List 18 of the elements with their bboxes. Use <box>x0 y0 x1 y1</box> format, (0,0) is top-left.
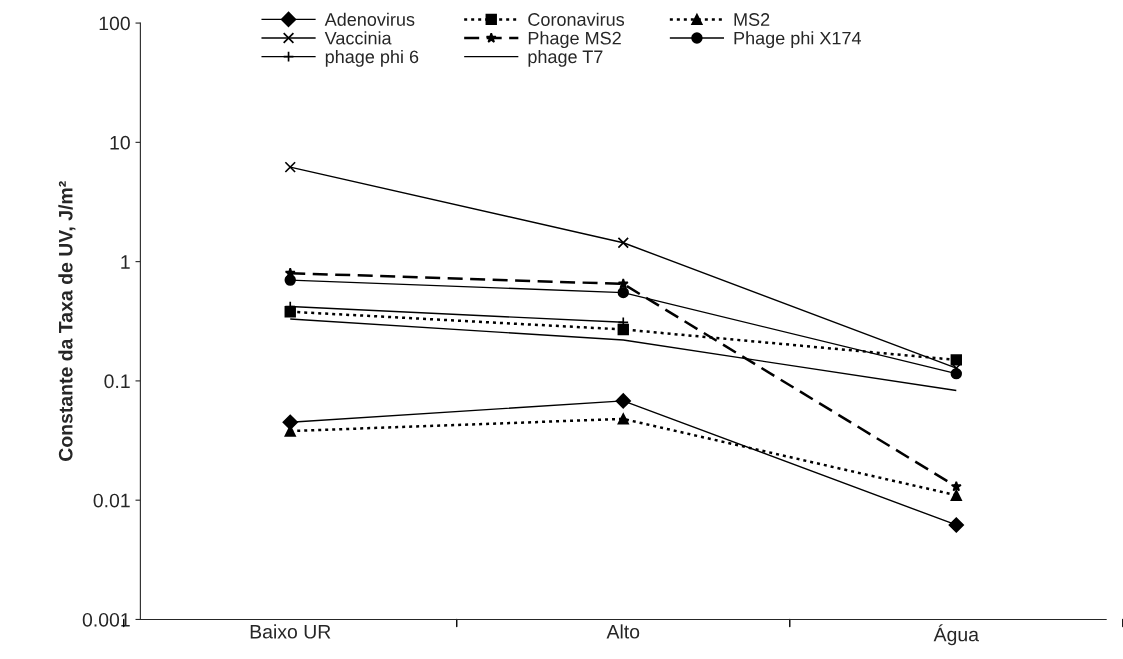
legend-label: Vaccinia <box>324 31 392 45</box>
y-tick-label: 0.001 <box>82 612 130 627</box>
y-tick-label: 10 <box>110 135 130 150</box>
y-axis-title: Constante da Taxa de UV, J/m² <box>58 181 76 461</box>
legend-label: Phage phi X174 <box>734 31 862 49</box>
x-tick-label: Água <box>933 624 979 646</box>
x-tick-label: Baixo UR <box>250 624 331 639</box>
y-tick-label: 100 <box>99 16 130 31</box>
legend-label: phage phi 6 <box>325 49 419 67</box>
legend-label: Adenovirus <box>324 12 415 26</box>
legend-label: Phage MS2 <box>528 31 621 49</box>
legend-label: MS2 <box>734 13 770 26</box>
x-tick-label: Alto <box>606 624 640 639</box>
legend-label: phage T7 <box>528 49 603 67</box>
y-tick-label: 0.01 <box>93 493 130 508</box>
y-tick-label: 0.1 <box>104 374 130 389</box>
legend-label: Coronavirus <box>528 12 625 26</box>
y-tick-label: 1 <box>121 255 130 269</box>
